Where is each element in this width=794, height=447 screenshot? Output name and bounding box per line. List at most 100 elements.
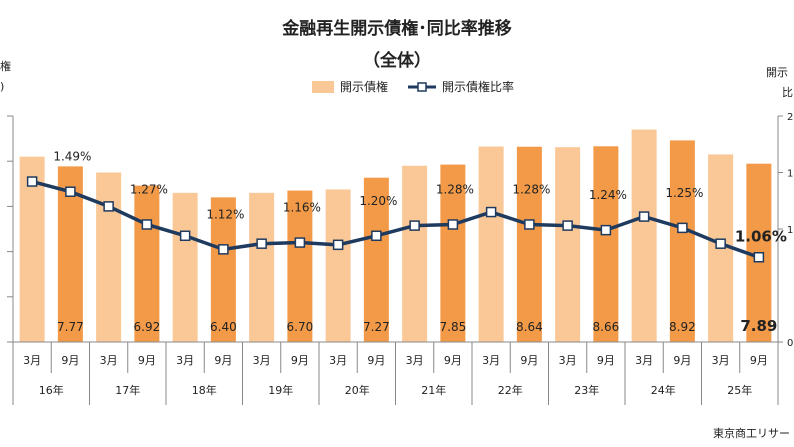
ratio-marker [447,219,459,230]
bar [669,140,695,342]
month-label: 9月 [444,354,462,367]
legend: 開示債権 開示債権比率 [312,78,514,95]
bar [210,197,236,342]
bar-value-label: 7.77 [57,320,84,334]
legend-line-swatch [408,81,437,93]
month-label: 9月 [214,354,232,367]
ratio-value-label: 1.16% [283,201,321,215]
month-label: 9月 [367,354,385,367]
ratio-marker [26,176,38,187]
bar [287,190,313,342]
year-label: 19年 [268,383,293,397]
bar [593,146,619,342]
month-label: 9月 [750,354,768,367]
ratio-marker [141,219,153,230]
year-label: 21年 [421,383,446,397]
ratio-value-label: 1.49% [53,150,91,164]
ratio-value-label: 1.06% [735,227,787,245]
month-label: 9月 [673,354,691,367]
bar [478,146,504,342]
month-label: 9月 [597,354,615,367]
year-label: 17年 [115,383,140,397]
chart-title: 金融再生開示債権･同比率推移 [282,19,512,39]
bar-value-label: 7.85 [440,320,467,334]
right-axis-tick-label: 2 [787,112,793,123]
bar [134,185,160,342]
ratio-marker [371,230,382,242]
ratio-marker [218,244,229,255]
ratio-value-label: 1.20% [359,194,397,208]
ratio-value-label: 1.24% [589,188,627,202]
bar [516,146,542,342]
month-label: 9月 [291,354,309,367]
bar [363,177,389,342]
left-axis-caption-bottom: ) [0,80,5,93]
ratio-value-label: 1.28% [512,182,550,196]
bar-value-label: 6.70 [287,320,314,334]
bar [249,192,275,342]
bar [402,165,428,342]
ratio-value-label: 1.28% [436,182,474,196]
year-label: 22年 [498,383,523,397]
ratio-marker [562,220,573,231]
ratio-marker [638,211,650,222]
ratio-marker [294,237,306,248]
ratio-marker [524,219,535,230]
ratio-value-label: 1.27% [130,182,168,196]
legend-bar-label: 開示債権 [340,80,389,94]
right-axis-tick-label: 1 [787,225,793,236]
bar [19,156,45,342]
right-axis-caption-bottom: 比 [782,86,793,99]
bar-value-label: 8.66 [593,320,620,334]
bar-value-label: 8.92 [669,320,696,334]
month-label: 3月 [712,354,730,367]
legend-bar-swatch [312,80,334,93]
ratio-marker [677,222,688,234]
bar-value-label: 6.92 [134,320,161,334]
bar [440,164,466,342]
right-axis-tick-label: 0 [787,338,793,349]
month-label: 9月 [61,354,79,367]
year-label: 20年 [345,383,370,397]
ratio-marker [256,238,267,249]
month-label: 3月 [635,354,653,367]
year-label: 16年 [39,383,64,397]
year-label: 18年 [192,383,217,397]
ratio-marker [409,220,420,231]
year-label: 23年 [574,383,599,397]
ratio-marker [715,238,726,249]
year-label: 24年 [651,383,676,397]
month-label: 3月 [482,354,500,367]
month-label: 9月 [520,354,538,367]
source-credit: 東京商工リサー [713,427,790,440]
bar-value-label: 7.27 [363,320,390,334]
ratio-marker [753,252,765,263]
ratio-line [31,179,760,259]
ratio-marker [65,186,76,197]
month-label: 3月 [253,354,271,367]
bar [172,192,198,342]
bar [96,172,122,342]
bar-value-label: 8.64 [516,320,543,334]
legend-line-label: 開示債権比率 [442,80,515,94]
ratio-value-label: 1.25% [665,186,703,200]
month-label: 3月 [559,354,577,367]
bar [555,147,581,342]
left-axis-caption-top: 権 [0,60,11,73]
bar [325,189,351,342]
month-label: 3月 [329,354,347,367]
year-label: 25年 [727,383,752,397]
month-label: 3月 [406,354,424,367]
month-label: 3月 [176,354,194,367]
chart-subtitle: （全体） [363,51,431,71]
month-label: 9月 [138,354,156,367]
ratio-value-label: 1.12% [206,207,244,221]
bar-value-label: 7.89 [740,317,777,335]
ratio-marker [600,224,612,236]
ratio-marker [485,206,497,218]
month-label: 3月 [23,354,41,367]
month-label: 3月 [100,354,118,367]
bar-value-label: 6.40 [210,320,237,334]
ratio-marker [103,201,114,212]
